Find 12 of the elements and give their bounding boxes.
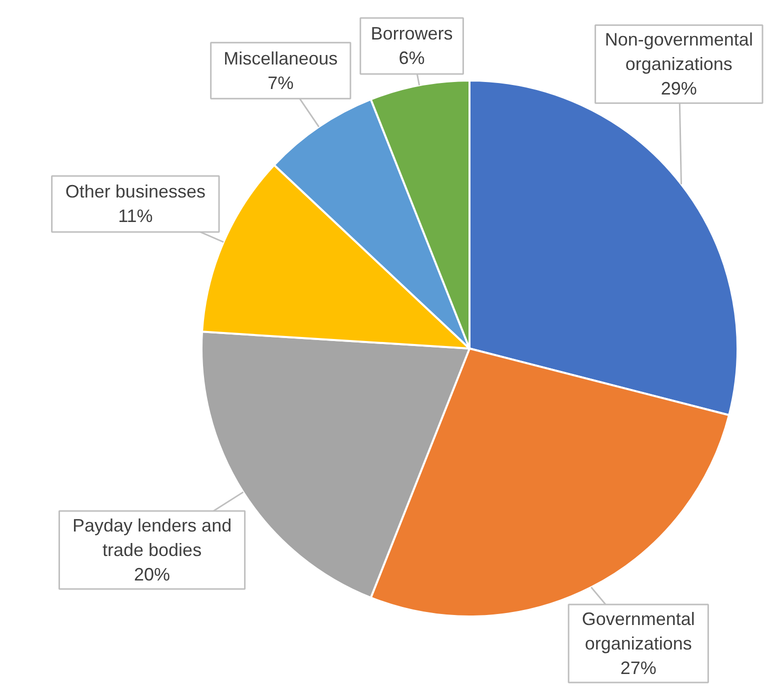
data-label: 27% [620,658,656,678]
slice-label: Governmental organizations [582,609,695,654]
data-label: 11% [118,206,153,226]
data-label: 7% [268,72,294,93]
slice-label: Payday lenders and trade bodies [72,516,232,560]
data-label: 6% [398,48,425,68]
slice-label: Borrowers [370,24,453,44]
slice-label: Non-governmental organizations [604,30,753,74]
data-label: 20% [134,564,170,584]
data-label: 29% [660,78,697,99]
slice-label: Miscellaneous [224,48,338,68]
slice-label: Other businesses [65,182,206,202]
